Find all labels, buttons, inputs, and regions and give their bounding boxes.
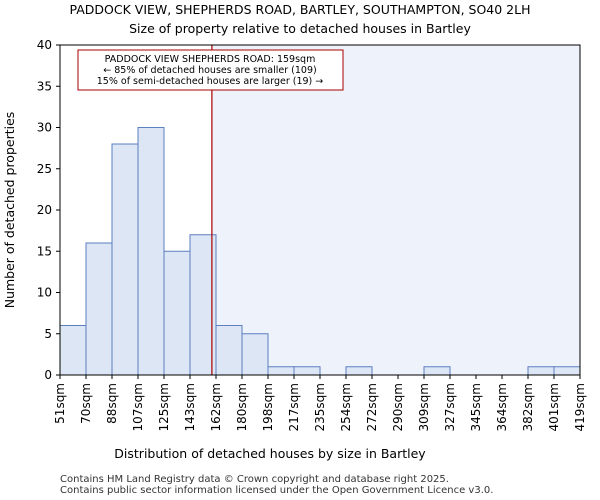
bar-180sqm xyxy=(241,333,269,376)
x-tick-label: 401sqm xyxy=(547,383,561,431)
y-tick-label: 25 xyxy=(37,162,52,176)
x-axis-label: Distribution of detached houses by size … xyxy=(114,446,426,461)
bar-309sqm xyxy=(423,366,451,376)
chart-title: PADDOCK VIEW, SHEPHERDS ROAD, BARTLEY, S… xyxy=(70,2,531,17)
x-tick-label: 364sqm xyxy=(495,383,509,431)
x-tick-label: 107sqm xyxy=(131,383,145,431)
y-tick-label: 20 xyxy=(37,203,52,217)
x-tick-label: 198sqm xyxy=(261,383,275,431)
x-tick-label: 272sqm xyxy=(365,383,379,431)
bar-382sqm xyxy=(527,366,555,376)
bar-162sqm xyxy=(215,325,243,376)
x-tick-label: 254sqm xyxy=(339,383,353,431)
x-tick-label: 88sqm xyxy=(105,383,119,424)
chart-subtitle: Size of property relative to detached ho… xyxy=(129,21,471,36)
x-tick-label: 327sqm xyxy=(443,383,457,431)
x-tick-label: 290sqm xyxy=(391,383,405,431)
bar-217sqm xyxy=(293,366,321,376)
x-tick-label: 70sqm xyxy=(79,383,93,424)
bar-254sqm xyxy=(345,366,373,376)
annotation-box: PADDOCK VIEW SHEPHERDS ROAD: 159sqm ← 85… xyxy=(77,49,344,91)
annotation-line-3: 15% of semi-detached houses are larger (… xyxy=(97,76,324,87)
bar-401sqm xyxy=(553,366,581,376)
x-tick-label: 162sqm xyxy=(209,383,223,431)
highlight-region xyxy=(211,45,581,375)
y-tick-label: 40 xyxy=(37,38,52,52)
bar-51sqm xyxy=(59,325,87,376)
x-tick-label: 309sqm xyxy=(417,383,431,431)
x-tick-label: 345sqm xyxy=(469,383,483,431)
bar-107sqm xyxy=(137,127,165,376)
footer-copyright: Contains HM Land Registry data © Crown c… xyxy=(60,474,449,485)
y-tick-label: 30 xyxy=(37,121,52,135)
x-tick-label: 180sqm xyxy=(235,383,249,431)
y-tick-label: 35 xyxy=(37,79,52,93)
bar-70sqm xyxy=(85,242,113,376)
bar-125sqm xyxy=(163,250,191,376)
annotation-line-2: ← 85% of detached houses are smaller (10… xyxy=(103,65,316,76)
annotation-line-1: PADDOCK VIEW SHEPHERDS ROAD: 159sqm xyxy=(105,54,316,65)
y-axis-label: Number of detached properties xyxy=(2,112,17,309)
x-tick-label: 51sqm xyxy=(53,383,67,424)
histogram-chart: PADDOCK VIEW, SHEPHERDS ROAD, BARTLEY, S… xyxy=(2,2,587,461)
y-tick-label: 5 xyxy=(44,327,52,341)
x-tick-label: 235sqm xyxy=(313,383,327,431)
x-tick-label: 143sqm xyxy=(183,383,197,431)
y-tick-label: 10 xyxy=(37,286,52,300)
x-tick-label: 419sqm xyxy=(573,383,587,431)
footer-licence: Contains public sector information licen… xyxy=(60,485,494,496)
x-tick-label: 125sqm xyxy=(157,383,171,431)
y-tick-label: 15 xyxy=(37,244,52,258)
x-tick-label: 217sqm xyxy=(287,383,301,431)
bar-88sqm xyxy=(111,143,139,376)
y-tick-label: 0 xyxy=(44,368,52,382)
bar-198sqm xyxy=(267,366,295,376)
x-tick-label: 382sqm xyxy=(521,383,535,431)
